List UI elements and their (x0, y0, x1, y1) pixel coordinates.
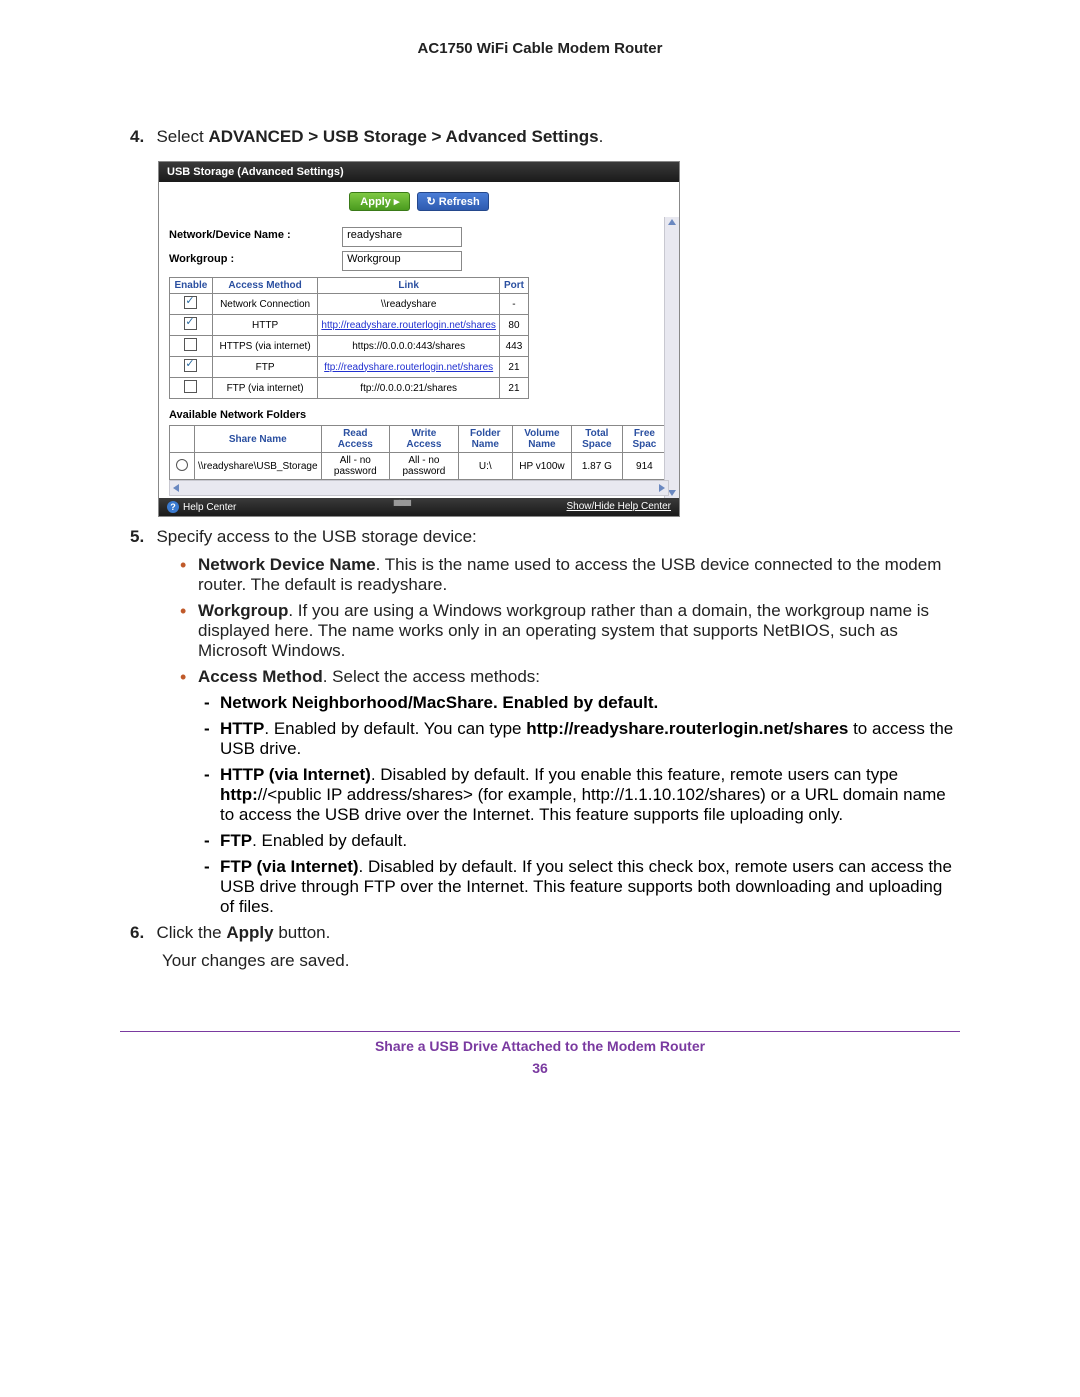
bullet-item: Access Method. Select the access methods… (180, 667, 960, 687)
link-cell: \\readyshare (318, 294, 500, 315)
table-row: FTP ftp://readyshare.routerlogin.net/sha… (170, 357, 529, 378)
col-volume: Volume Name (512, 426, 571, 453)
link-cell: ftp://0.0.0.0:21/shares (318, 378, 500, 399)
step-text: Click the Apply button. (156, 923, 330, 942)
table-header-row: Share Name Read Access Write Access Fold… (170, 426, 667, 453)
folders-table: Share Name Read Access Write Access Fold… (169, 425, 667, 480)
total-cell: 1.87 G (571, 453, 622, 480)
document-page: AC1750 WiFi Cable Modem Router 4. Select… (0, 0, 1080, 1397)
folders-heading: Available Network Folders (169, 409, 669, 421)
free-cell: 914 (622, 453, 666, 480)
grip-icon: ▀▀▀ (394, 501, 409, 513)
panel-title: USB Storage (Advanced Settings) (159, 162, 679, 182)
refresh-button[interactable]: ↻ Refresh (417, 192, 488, 211)
apply-button[interactable]: Apply ▸ (349, 192, 410, 211)
document-header: AC1750 WiFi Cable Modem Router (120, 40, 960, 57)
col-select (170, 426, 195, 453)
method-cell: FTP (via internet) (212, 378, 318, 399)
select-radio[interactable] (176, 459, 188, 471)
enable-checkbox[interactable] (184, 359, 197, 372)
workgroup-row: Workgroup : Workgroup (169, 251, 669, 271)
sub-list: Network Neighborhood/MacShare. Enabled b… (204, 693, 960, 917)
sub-item: Network Neighborhood/MacShare. Enabled b… (204, 693, 960, 713)
col-share: Share Name (195, 426, 322, 453)
device-name-input[interactable]: readyshare (342, 227, 462, 247)
step-number: 4. (130, 127, 152, 147)
port-cell: 80 (499, 315, 528, 336)
help-icon: ? (167, 501, 179, 513)
col-total: Total Space (571, 426, 622, 453)
step-4: 4. Select ADVANCED > USB Storage > Advan… (130, 127, 960, 147)
share-cell: \\readyshare\USB_Storage (195, 453, 322, 480)
step-5: 5. Specify access to the USB storage dev… (130, 527, 960, 547)
table-row: HTTPS (via internet) https://0.0.0.0:443… (170, 336, 529, 357)
read-cell: All - no password (321, 453, 390, 480)
help-center[interactable]: ?Help Center (167, 501, 236, 513)
enable-checkbox[interactable] (184, 380, 197, 393)
enable-checkbox[interactable] (184, 296, 197, 309)
footer-chapter-title: Share a USB Drive Attached to the Modem … (120, 1038, 960, 1054)
vertical-scrollbar[interactable] (664, 217, 679, 498)
method-cell: HTTP (212, 315, 318, 336)
table-row: \\readyshare\USB_Storage All - no passwo… (170, 453, 667, 480)
enable-checkbox[interactable] (184, 317, 197, 330)
port-cell: 21 (499, 357, 528, 378)
col-link: Link (318, 278, 500, 294)
access-methods-table: Enable Access Method Link Port Network C… (169, 277, 529, 399)
device-name-row: Network/Device Name : readyshare (169, 227, 669, 247)
col-port: Port (499, 278, 528, 294)
method-cell: HTTPS (via internet) (212, 336, 318, 357)
show-hide-help-link[interactable]: Show/Hide Help Center (567, 501, 672, 513)
enable-checkbox[interactable] (184, 338, 197, 351)
step-text: Select ADVANCED > USB Storage > Advanced… (156, 127, 603, 146)
link-cell[interactable]: http://readyshare.routerlogin.net/shares (318, 315, 500, 336)
panel-body: Network/Device Name : readyshare Workgro… (159, 217, 679, 498)
footer-rule (120, 1031, 960, 1032)
workgroup-label: Workgroup : (169, 253, 339, 265)
toolbar: Apply ▸ ↻ Refresh (159, 182, 679, 217)
sub-item: HTTP. Enabled by default. You can type h… (204, 719, 960, 759)
port-cell: 21 (499, 378, 528, 399)
folder-cell: U:\ (458, 453, 512, 480)
col-read: Read Access (321, 426, 390, 453)
port-cell: 443 (499, 336, 528, 357)
col-folder: Folder Name (458, 426, 512, 453)
step-6: 6. Click the Apply button. (130, 923, 960, 943)
table-header-row: Enable Access Method Link Port (170, 278, 529, 294)
sub-item: FTP. Enabled by default. (204, 831, 960, 851)
port-cell: - (499, 294, 528, 315)
method-cell: Network Connection (212, 294, 318, 315)
workgroup-input[interactable]: Workgroup (342, 251, 462, 271)
table-row: FTP (via internet) ftp://0.0.0.0:21/shar… (170, 378, 529, 399)
link-cell: https://0.0.0.0:443/shares (318, 336, 500, 357)
link-cell[interactable]: ftp://readyshare.routerlogin.net/shares (318, 357, 500, 378)
device-name-label: Network/Device Name : (169, 229, 339, 241)
horizontal-scrollbar[interactable] (169, 480, 669, 496)
bullet-list: Network Device Name. This is the name us… (180, 555, 960, 687)
volume-cell: HP v100w (512, 453, 571, 480)
sub-item: HTTP (via Internet). Disabled by default… (204, 765, 960, 825)
panel-footer: ?Help Center ▀▀▀ Show/Hide Help Center (159, 498, 679, 516)
col-free: Free Spac (622, 426, 666, 453)
sub-item: FTP (via Internet). Disabled by default.… (204, 857, 960, 917)
bullet-item: Network Device Name. This is the name us… (180, 555, 960, 595)
col-write: Write Access (390, 426, 459, 453)
footer-page-number: 36 (120, 1060, 960, 1076)
step-number: 5. (130, 527, 152, 547)
write-cell: All - no password (390, 453, 459, 480)
step-text: Specify access to the USB storage device… (156, 527, 476, 546)
method-cell: FTP (212, 357, 318, 378)
step-6-note: Your changes are saved. (162, 951, 960, 971)
col-method: Access Method (212, 278, 318, 294)
step-number: 6. (130, 923, 152, 943)
router-screenshot: USB Storage (Advanced Settings) Apply ▸ … (158, 161, 680, 517)
table-row: HTTP http://readyshare.routerlogin.net/s… (170, 315, 529, 336)
col-enable: Enable (170, 278, 213, 294)
bullet-item: Workgroup. If you are using a Windows wo… (180, 601, 960, 661)
table-row: Network Connection \\readyshare - (170, 294, 529, 315)
